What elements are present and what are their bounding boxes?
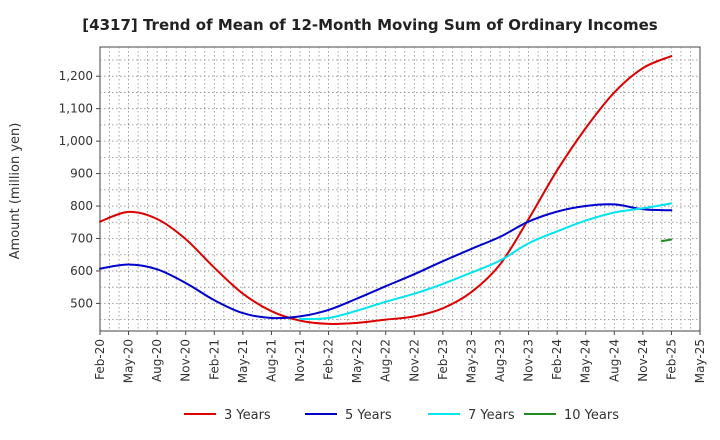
- y-tick-label: 500: [70, 296, 93, 310]
- x-tick-label: May-25: [693, 339, 707, 383]
- x-tick-label: May-24: [579, 339, 593, 383]
- x-tick-label: May-23: [464, 339, 478, 383]
- y-tick-label: 700: [70, 231, 93, 245]
- legend-label: 7 Years: [468, 408, 515, 423]
- series-line-10-years: [660, 238, 673, 243]
- x-tick-label: Feb-25: [664, 339, 678, 380]
- x-tick-label: Nov-23: [522, 339, 536, 382]
- y-tick-label: 800: [70, 199, 93, 213]
- x-tick-label: Aug-23: [493, 339, 507, 382]
- x-tick-label: Nov-22: [407, 339, 421, 382]
- legend-label: 3 Years: [224, 408, 271, 423]
- x-tick-label: Nov-21: [293, 339, 307, 382]
- y-axis-label: Amount (million yen): [8, 123, 23, 260]
- x-tick-label: May-21: [236, 339, 250, 383]
- x-tick-label: Aug-22: [379, 339, 393, 382]
- x-tick-label: Aug-24: [607, 339, 621, 382]
- grid: [99, 46, 701, 332]
- x-tick-label: May-20: [122, 339, 136, 383]
- x-tick-label: Aug-20: [150, 339, 164, 382]
- x-tick-label: Aug-21: [264, 339, 278, 382]
- y-tick-label: 1,200: [59, 69, 93, 83]
- legend-label: 5 Years: [345, 408, 392, 423]
- series-line-5-years: [99, 203, 673, 320]
- x-tick-label: Feb-22: [322, 339, 336, 380]
- chart-title: [4317] Trend of Mean of 12-Month Moving …: [82, 16, 657, 34]
- y-tick-label: 900: [70, 167, 93, 181]
- legend: 3 Years 5 Years 7 Years 10 Years: [184, 408, 619, 423]
- series-line-3-years: [99, 55, 673, 325]
- axes: Feb-20 May-20 Aug-20 Nov-20 Feb-21 May-21 Aug-…: [59, 69, 707, 383]
- y-tick-label: 1,000: [59, 134, 93, 148]
- legend-label: 10 Years: [564, 408, 619, 423]
- series-layer: [99, 55, 673, 325]
- x-tick-label: Feb-23: [436, 339, 450, 380]
- plot-frame: [99, 46, 701, 332]
- series-line-7-years: [299, 202, 673, 320]
- x-tick-label: Feb-20: [93, 339, 107, 380]
- x-tick-label: Feb-24: [550, 339, 564, 380]
- x-tick-label: Nov-24: [636, 339, 650, 382]
- x-tick-label: Feb-21: [207, 339, 221, 380]
- y-tick-label: 600: [70, 264, 93, 278]
- x-tick-label: May-22: [350, 339, 364, 383]
- y-tick-label: 1,100: [59, 102, 93, 116]
- x-tick-label: Nov-20: [179, 339, 193, 382]
